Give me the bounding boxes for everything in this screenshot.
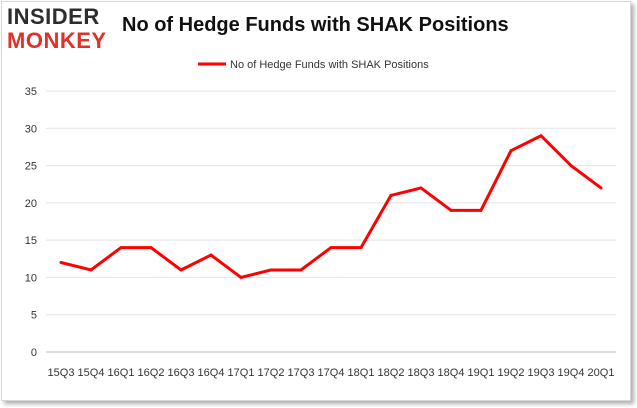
x-tick-label: 18Q1 (348, 367, 375, 379)
data-point (179, 268, 183, 272)
x-tick-label: 20Q1 (588, 367, 615, 379)
y-tick-label: 25 (25, 161, 37, 173)
data-point (89, 268, 93, 272)
x-tick-label: 18Q3 (408, 367, 435, 379)
logo-line-2: MONKEY (7, 28, 107, 53)
x-tick-label: 19Q3 (528, 367, 555, 379)
data-point (209, 253, 213, 257)
x-axis-ticks: 15Q3 15Q4 16Q1 16Q2 16Q3 16Q4 17Q1 17Q2 17Q3 17Q4… (48, 367, 615, 379)
y-tick-label: 20 (25, 198, 37, 210)
data-point (509, 149, 513, 153)
series-line (60, 134, 602, 279)
y-tick-label: 35 (25, 86, 37, 98)
x-tick-label: 17Q1 (228, 367, 255, 379)
series-lines (59, 134, 603, 279)
x-tick-label: 18Q2 (378, 367, 405, 379)
x-tick-label: 18Q4 (438, 367, 465, 379)
x-tick-label: 17Q3 (288, 367, 315, 379)
data-point (479, 208, 483, 212)
x-tick-label: 17Q4 (318, 367, 345, 379)
data-point (119, 246, 123, 250)
data-point (539, 134, 543, 138)
x-tick-label: 17Q2 (258, 367, 285, 379)
data-point (299, 268, 303, 272)
data-point (329, 246, 333, 250)
x-tick-label: 16Q4 (198, 367, 225, 379)
x-tick-label: 16Q3 (168, 367, 195, 379)
y-tick-label: 15 (25, 235, 37, 247)
data-point (389, 193, 393, 197)
x-tick-label: 19Q2 (498, 367, 525, 379)
y-tick-label: 10 (25, 272, 37, 284)
x-tick-label: 16Q2 (138, 367, 165, 379)
y-tick-label: 5 (31, 310, 37, 322)
data-point (569, 164, 573, 168)
data-point (359, 246, 363, 250)
x-tick-label: 16Q1 (108, 367, 135, 379)
gridlines (46, 90, 616, 353)
legend: No of Hedge Funds with SHAK Positions (198, 59, 429, 71)
data-point (449, 208, 453, 212)
y-tick-label: 30 (25, 123, 37, 135)
logo-line-1: INSIDER (7, 4, 100, 29)
data-point (149, 246, 153, 250)
insider-monkey-logo: INSIDER MONKEY (7, 4, 117, 54)
y-axis-ticks: 0 5 10 15 20 25 30 35 (25, 86, 37, 359)
x-tick-label: 19Q4 (558, 367, 585, 379)
x-tick-label: 15Q4 (78, 367, 105, 379)
data-point (419, 186, 423, 190)
chart-frame (1, 1, 631, 401)
data-point (599, 186, 603, 190)
x-tick-label: 15Q3 (48, 367, 75, 379)
y-tick-label: 0 (31, 347, 37, 359)
chart-title: No of Hedge Funds with SHAK Positions (122, 14, 509, 36)
data-point (59, 261, 63, 265)
x-tick-label: 19Q1 (468, 367, 495, 379)
legend-label: No of Hedge Funds with SHAK Positions (230, 59, 429, 71)
data-point (269, 268, 273, 272)
data-point (239, 275, 243, 279)
